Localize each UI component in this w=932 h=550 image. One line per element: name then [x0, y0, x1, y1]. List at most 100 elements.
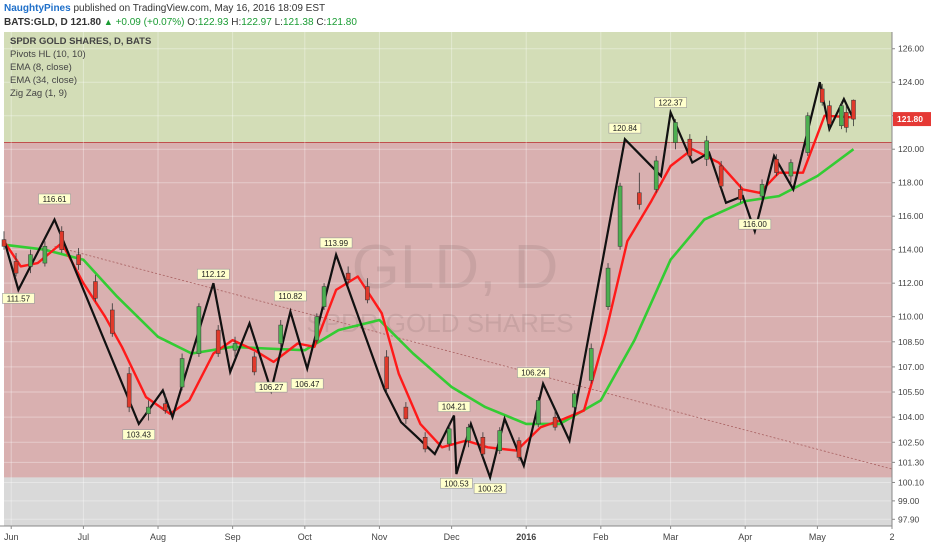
pivot-label: 106.47: [290, 378, 324, 390]
candle: [59, 226, 65, 254]
candle: [321, 283, 327, 310]
candle-body: [215, 329, 221, 354]
candle: [535, 397, 541, 428]
close-value: 121.80: [326, 17, 357, 28]
candle: [232, 336, 238, 357]
pivot-label: 100.53: [440, 477, 473, 489]
x-tick-label: Oct: [298, 532, 313, 542]
candle-body: [278, 324, 283, 344]
candle: [480, 432, 486, 458]
y-tick-label: 99.00: [898, 496, 920, 506]
x-tick-label: Dec: [444, 532, 461, 542]
candle: [844, 105, 849, 133]
candle: [572, 390, 577, 411]
candle: [422, 432, 428, 453]
pivot-label-box: [517, 367, 550, 378]
y-tick-label: 97.90: [898, 514, 920, 524]
open-value: 122.93: [197, 17, 229, 28]
pivot-label: 106.27: [254, 381, 288, 393]
candle-body: [466, 426, 471, 441]
candle: [162, 393, 168, 414]
candle: [1, 231, 7, 250]
candle-body: [314, 316, 320, 341]
candle-body: [1, 239, 7, 247]
price-change: +0.09 (+0.07%): [115, 17, 185, 28]
pivot-label: 106.24: [517, 367, 550, 378]
up-arrow-icon: ▲: [103, 17, 113, 27]
pivot-label: 116.00: [738, 218, 772, 230]
candle-body: [321, 286, 327, 307]
candle: [126, 366, 132, 413]
x-tick-label: Jun: [4, 532, 19, 542]
candle-body: [232, 343, 238, 351]
candle-body: [365, 286, 370, 301]
candle: [552, 410, 558, 431]
pivot-label: 112.12: [197, 268, 230, 280]
candle-body: [653, 160, 659, 190]
candle: [345, 266, 351, 285]
price-chart[interactable]: GLD, D SPDR GOLD SHARES 111.57 116.61 103.…: [0, 32, 932, 550]
pivot-label: 100.23: [473, 482, 507, 494]
candle-body: [718, 165, 724, 187]
x-tick-label: Sep: [225, 532, 241, 542]
candle-body: [497, 430, 502, 451]
candle: [314, 313, 320, 344]
y-tick-label: 102.50: [898, 437, 924, 447]
candle-body: [827, 105, 832, 125]
trendline: [54, 245, 893, 470]
candle-body: [28, 254, 33, 267]
candle: [215, 325, 221, 357]
x-tick-label: Nov: [371, 532, 388, 542]
candle-body: [673, 122, 678, 143]
pivot-label-text: 100.23: [478, 484, 503, 493]
last-price: 121.80: [70, 17, 102, 28]
candle: [28, 249, 33, 274]
author-link[interactable]: NaughtyPines: [4, 3, 71, 14]
pivot-label-box: [319, 237, 353, 249]
candle: [774, 154, 779, 177]
candle-body: [162, 403, 168, 411]
legend-ema8[interactable]: EMA (8, close): [10, 62, 72, 73]
pivot-label: 120.84: [608, 122, 642, 134]
x-tick-label: 2016: [516, 532, 536, 542]
x-tick-label: Jul: [78, 532, 90, 542]
pivot-label-text: 103.43: [127, 431, 152, 440]
candle: [673, 119, 678, 150]
candle: [278, 320, 283, 349]
candle-body: [384, 356, 389, 389]
legend-ema34[interactable]: EMA (34, close): [10, 75, 77, 86]
candle-body: [179, 358, 185, 388]
legend-pivots[interactable]: Pivots HL (10, 10): [10, 49, 86, 60]
candle: [805, 112, 811, 156]
pivot-label-box: [440, 477, 473, 489]
candle-body: [759, 184, 765, 197]
candle-body: [110, 309, 115, 334]
candle: [819, 83, 825, 106]
pivot-label-text: 110.82: [278, 292, 302, 301]
candle-body: [605, 267, 611, 307]
legend-zigzag[interactable]: Zig Zag (1, 9): [10, 88, 67, 99]
candle-body: [687, 138, 693, 157]
candle-body: [252, 356, 257, 373]
candle-body: [617, 185, 623, 247]
x-tick-label: 2: [889, 532, 894, 542]
last-price-badge: [893, 112, 931, 127]
candle: [788, 159, 794, 183]
candle: [497, 427, 502, 454]
candle: [76, 248, 81, 270]
candle-body: [774, 159, 779, 173]
pivot-label-box: [2, 293, 35, 304]
candle-body: [403, 406, 409, 420]
pivot-label-box: [274, 290, 307, 302]
candle-body: [196, 306, 202, 354]
candle-body: [738, 189, 743, 200]
upper-zone: [4, 32, 892, 143]
pivot-label-box: [38, 193, 71, 205]
candle: [384, 350, 389, 394]
candle-body: [788, 162, 794, 177]
ohlc-line: BATS:GLD, D 121.80 ▲ +0.09 (+0.07%) O:12…: [4, 17, 357, 28]
y-tick-label: 120.00: [898, 144, 924, 154]
pivot-label: 103.43: [122, 429, 156, 440]
pivot-label-box: [654, 97, 687, 108]
watermark-symbol: GLD, D: [352, 233, 559, 302]
